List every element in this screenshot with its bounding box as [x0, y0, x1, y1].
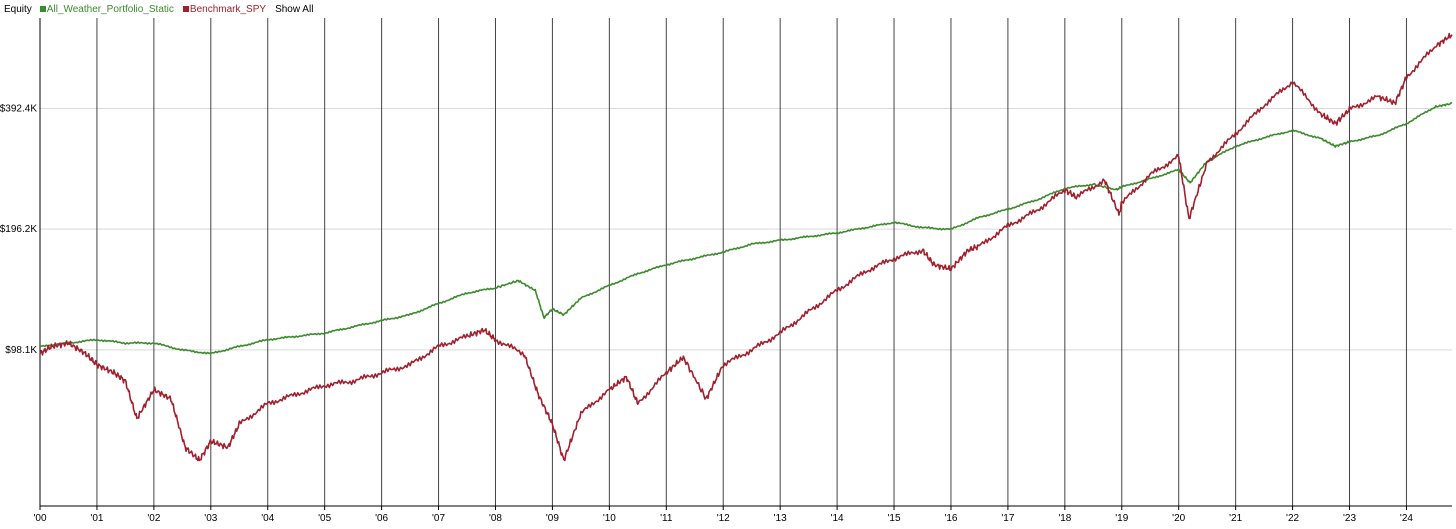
- x-tick-label: '14: [831, 513, 844, 524]
- x-tick-label: '06: [375, 513, 388, 524]
- x-tick-labels: '00 '01 '02 '03 '04 '05 '06 '07 '08 '09 '10 '11 '12 '…: [33, 513, 1413, 524]
- x-tick-label: '01: [90, 513, 103, 524]
- x-tick-label: '21: [1229, 513, 1242, 524]
- x-tick-label: '15: [888, 513, 901, 524]
- x-tick-label: '00: [33, 513, 46, 524]
- legend-item-all-weather[interactable]: All_Weather_Portfolio_Static: [39, 3, 174, 15]
- y-tick-label: $98.1K: [5, 345, 37, 356]
- x-tick-label: '20: [1172, 513, 1185, 524]
- x-tick-label: '18: [1058, 513, 1071, 524]
- series-line-all-weather: [39, 101, 1453, 355]
- chart-legend: Equity All_Weather_Portfolio_Static Benc…: [4, 2, 313, 16]
- x-tick-label: '10: [603, 513, 616, 524]
- legend-label-benchmark-spy: Benchmark_SPY: [189, 3, 267, 15]
- x-tick-label: '05: [318, 513, 331, 524]
- x-tick-label: '23: [1343, 513, 1356, 524]
- vertical-gridlines: [39, 18, 1407, 510]
- x-tick-label: '03: [204, 513, 217, 524]
- x-tick-label: '19: [1115, 513, 1128, 524]
- horizontal-gridlines: [40, 108, 1452, 351]
- x-tick-label: '22: [1286, 513, 1299, 524]
- y-tick-label: $196.2K: [0, 224, 37, 235]
- x-tick-label: '16: [944, 513, 957, 524]
- legend-title: Equity: [4, 3, 32, 15]
- x-tick-label: '07: [432, 513, 445, 524]
- x-tick-label: '02: [147, 513, 160, 524]
- legend-swatch-benchmark-spy: [182, 6, 189, 12]
- x-tick-label: '12: [717, 513, 730, 524]
- show-all-button[interactable]: Show All: [275, 3, 314, 15]
- x-tick-label: '11: [660, 513, 673, 524]
- x-tick-label: '17: [1001, 513, 1014, 524]
- x-tick-label: '13: [774, 513, 787, 524]
- legend-label-all-weather: All_Weather_Portfolio_Static: [46, 3, 174, 15]
- x-tick-label: '04: [261, 513, 274, 524]
- legend-swatch-all-weather: [39, 6, 46, 12]
- series-line-benchmark-spy: [39, 32, 1453, 462]
- series-layer: [39, 32, 1453, 462]
- x-tick-label: '08: [489, 513, 502, 524]
- legend-item-benchmark-spy[interactable]: Benchmark_SPY: [182, 3, 267, 15]
- x-tick-label: '09: [546, 513, 559, 524]
- x-tick-label: '24: [1400, 513, 1413, 524]
- y-tick-label: $392.4K: [0, 104, 37, 115]
- y-tick-labels: $98.1K $196.2K $392.4K: [0, 104, 37, 356]
